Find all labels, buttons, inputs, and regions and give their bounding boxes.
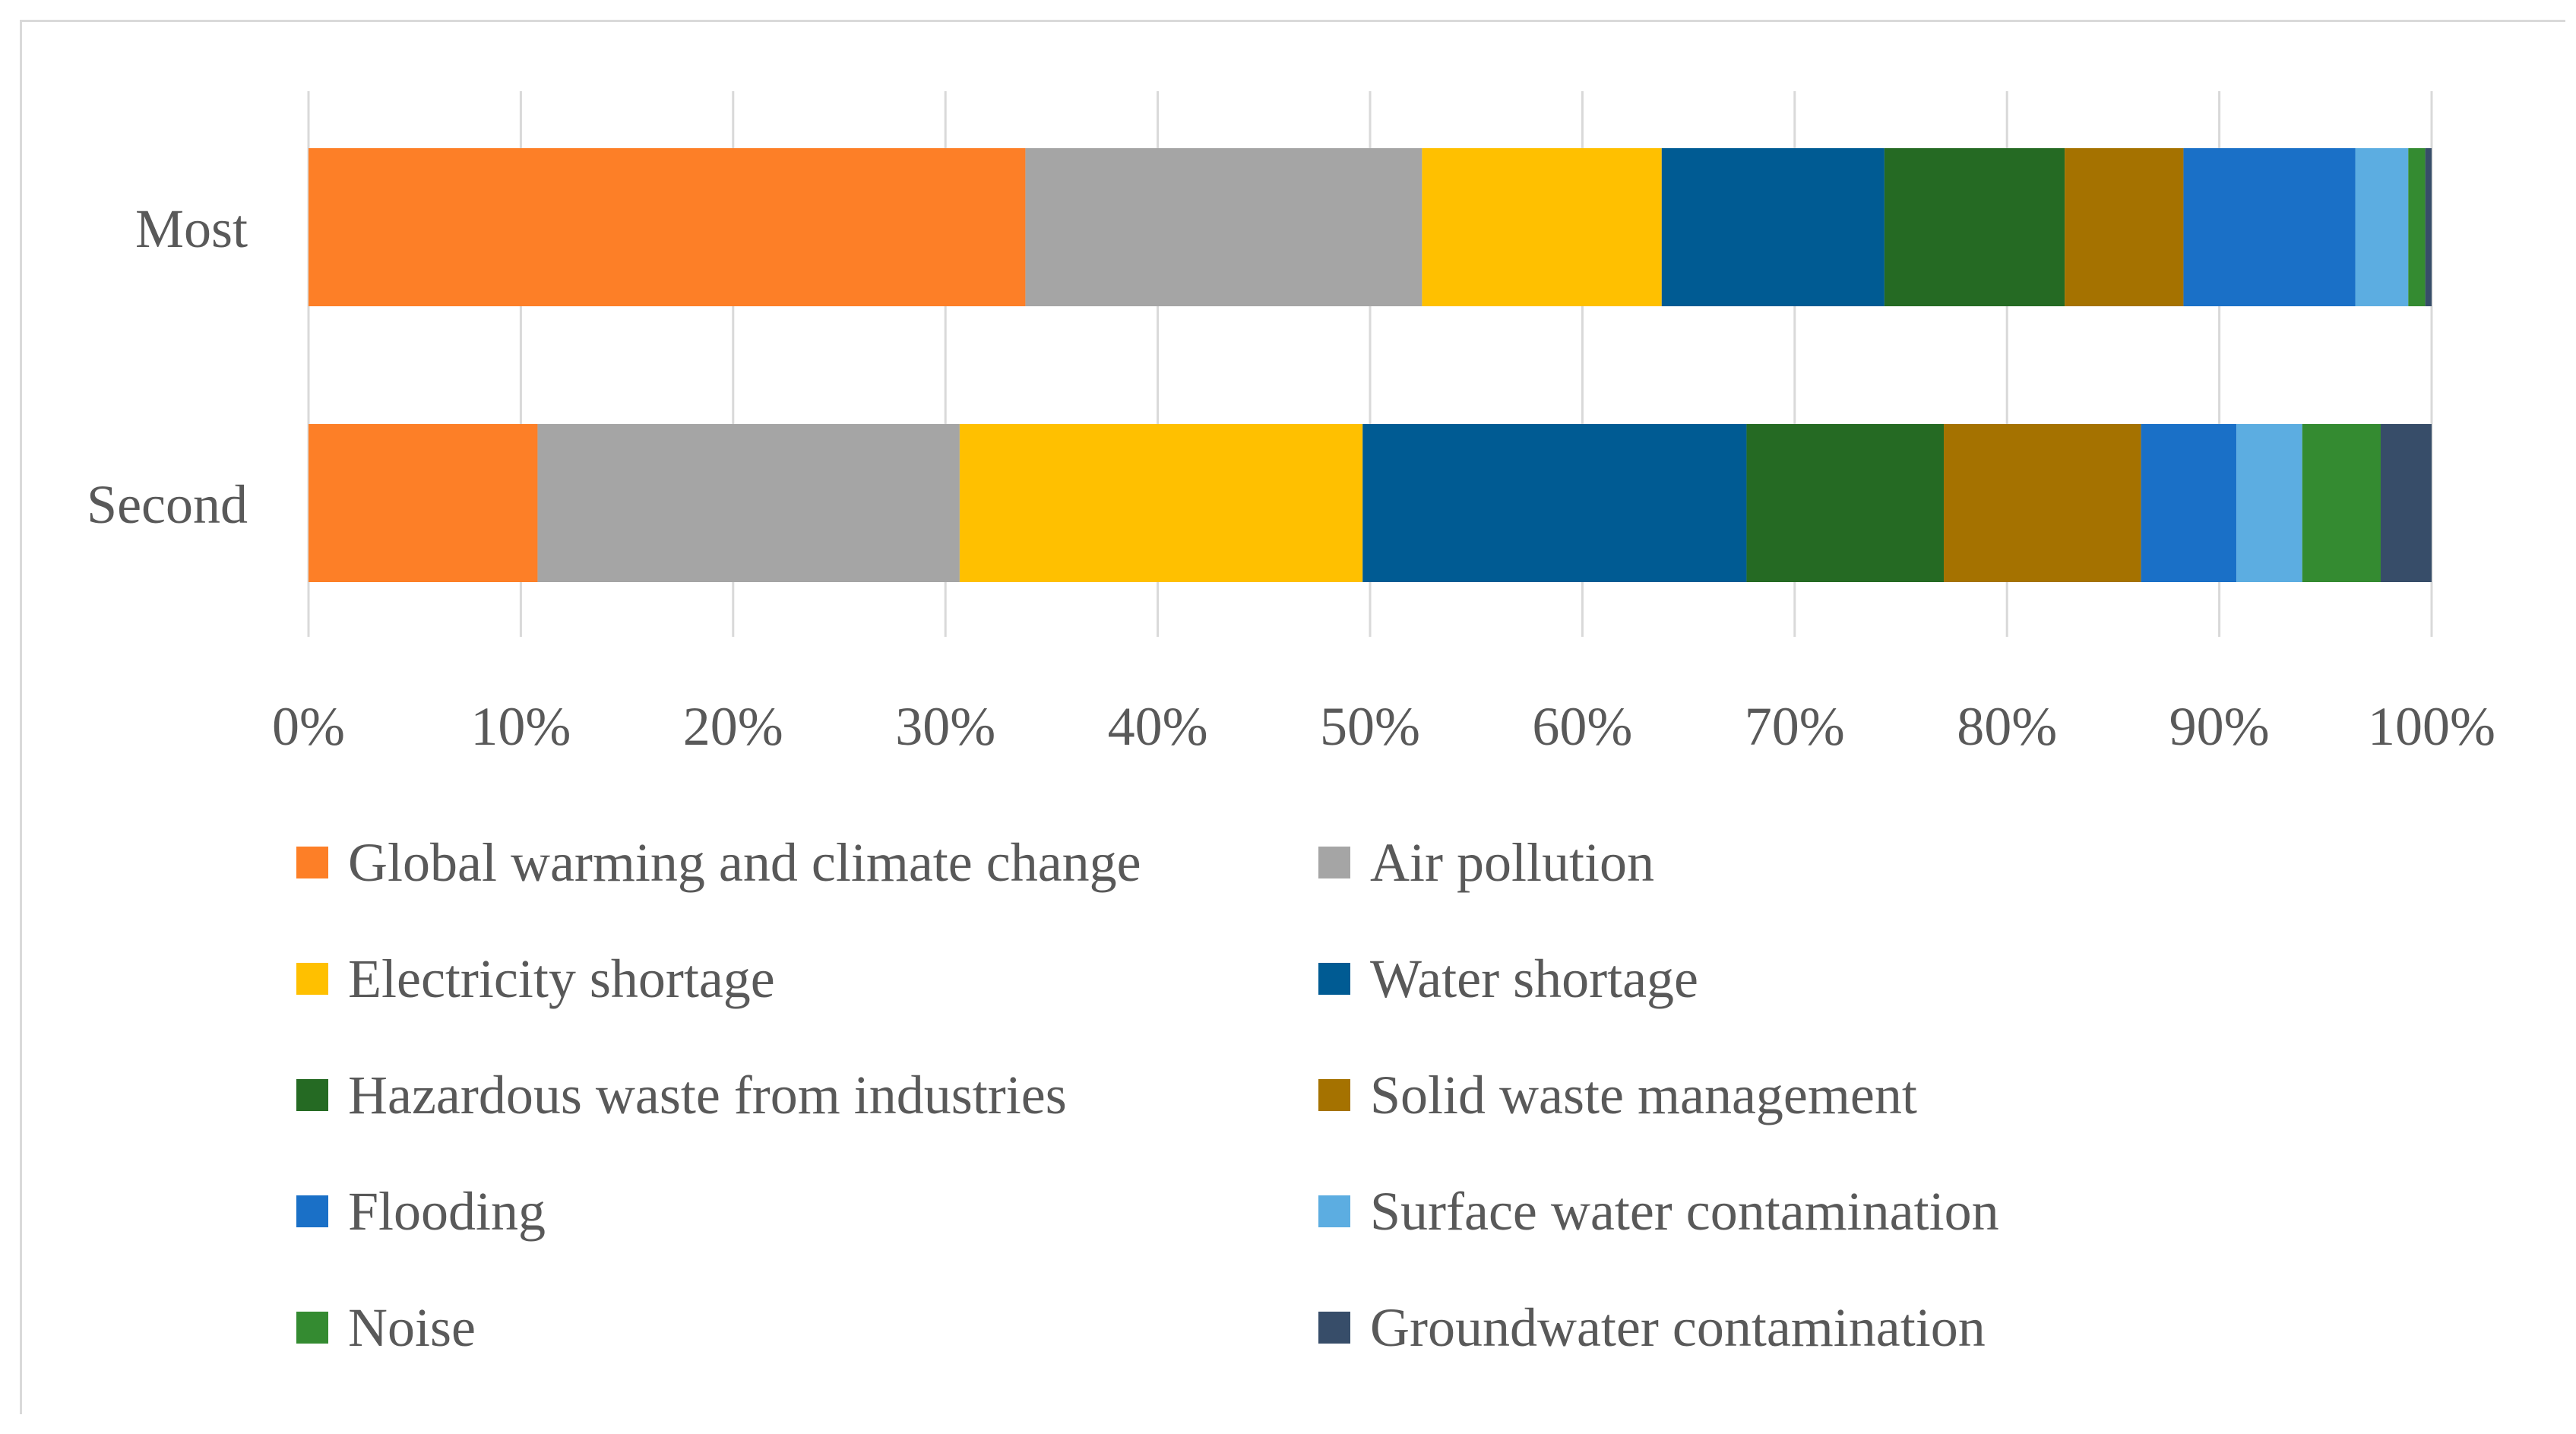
legend-label-hazardous-waste-from-industries: Hazardous waste from industries [348, 1065, 1067, 1125]
bar-second-air-pollution [537, 424, 960, 582]
category-label: Most [135, 198, 248, 259]
legend-label-electricity-shortage: Electricity shortage [348, 948, 775, 1009]
bar-second-global-warming-and-climate-change [309, 424, 538, 582]
legend-label-solid-waste-management: Solid waste management [1370, 1065, 1917, 1125]
bars [309, 148, 2432, 582]
legend-label-water-shortage: Water shortage [1370, 948, 1698, 1009]
bar-most-surface-water-contamination [2355, 148, 2409, 306]
x-tick-label: 60% [1532, 696, 1632, 757]
bar-most-hazardous-waste-from-industries [1884, 148, 2065, 306]
legend-swatch-global-warming-and-climate-change [296, 847, 328, 878]
x-tick-label: 50% [1320, 696, 1420, 757]
bar-most-air-pollution [1025, 148, 1422, 306]
bar-most-flooding [2183, 148, 2356, 306]
legend-swatch-surface-water-contamination [1318, 1195, 1350, 1227]
x-tick-label: 20% [683, 696, 783, 757]
x-tick-label: 0% [272, 696, 345, 757]
legend-swatch-flooding [296, 1195, 328, 1227]
x-tick-label: 100% [2368, 696, 2495, 757]
category-label: Second [87, 474, 248, 535]
legend-swatch-water-shortage [1318, 963, 1350, 995]
x-tick-label: 10% [470, 696, 571, 757]
bar-second-noise [2302, 424, 2381, 582]
x-tick-label: 70% [1745, 696, 1845, 757]
legend-label-surface-water-contamination: Surface water contamination [1370, 1181, 1999, 1242]
x-tick-label: 40% [1108, 696, 1208, 757]
legend-label-global-warming-and-climate-change: Global warming and climate change [348, 832, 1141, 893]
x-tick-label: 90% [2169, 696, 2270, 757]
value-axis: 0% 10% 20% 30% 40% 50% 60% 70% 80% 90% 100% [272, 696, 2495, 757]
bar-most-groundwater-contamination [2425, 148, 2432, 306]
bar-most-solid-waste-management [2065, 148, 2184, 306]
legend-label-flooding: Flooding [348, 1181, 546, 1242]
legend: Global warming and climate change Air pol… [296, 832, 1999, 1358]
bar-most-global-warming-and-climate-change [309, 148, 1026, 306]
bar-most-electricity-shortage [1422, 148, 1662, 306]
bar-second-water-shortage [1362, 424, 1747, 582]
x-tick-label: 30% [895, 696, 995, 757]
bar-most-water-shortage [1661, 148, 1885, 306]
legend-swatch-hazardous-waste-from-industries [296, 1079, 328, 1111]
chart-frame [20, 20, 2565, 1414]
legend-label-groundwater-contamination: Groundwater contamination [1370, 1297, 1986, 1358]
legend-swatch-air-pollution [1318, 847, 1350, 878]
bar-second-solid-waste-management [1944, 424, 2141, 582]
legend-label-noise: Noise [348, 1297, 476, 1358]
legend-swatch-solid-waste-management [1318, 1079, 1350, 1111]
bar-second-electricity-shortage [959, 424, 1363, 582]
legend-swatch-noise [296, 1312, 328, 1344]
x-tick-label: 80% [1957, 696, 2057, 757]
bar-second-flooding [2141, 424, 2237, 582]
bar-second-groundwater-contamination [2381, 424, 2432, 582]
category-axis: Most Second [87, 198, 248, 535]
bar-second-hazardous-waste-from-industries [1746, 424, 1945, 582]
legend-swatch-electricity-shortage [296, 963, 328, 995]
bar-second-surface-water-contamination [2236, 424, 2302, 582]
legend-label-air-pollution: Air pollution [1370, 832, 1654, 893]
bar-most-noise [2408, 148, 2426, 306]
legend-swatch-groundwater-contamination [1318, 1312, 1350, 1344]
